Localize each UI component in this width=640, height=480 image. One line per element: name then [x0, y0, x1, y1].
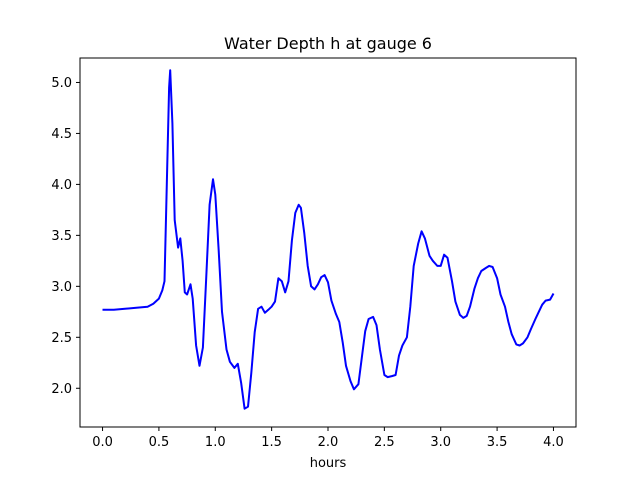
x-tick-label: 0.5	[149, 435, 170, 450]
y-tick-label: 2.0	[51, 382, 72, 397]
series-line-water-depth	[102, 69, 555, 410]
x-tick-label: 2.5	[374, 435, 395, 450]
y-tick-label: 5.0	[51, 76, 72, 91]
y-tick-label: 2.5	[51, 331, 72, 346]
x-tick-label: 1.5	[261, 435, 282, 450]
axes-frame	[79, 57, 577, 428]
x-tick-label: 3.5	[487, 435, 508, 450]
chart-title: Water Depth h at gauge 6	[224, 34, 432, 53]
plot-area: 0.0 0.5 1.0 1.5 2.0 2.5 3.0 3.5 4.0 2.0 2.5 3.0 3.5…	[51, 57, 577, 450]
y-tick-label: 4.0	[51, 178, 72, 193]
x-tick-label: 1.0	[205, 435, 226, 450]
y-tick-label: 3.5	[51, 229, 72, 244]
x-tick-label: 0.0	[92, 435, 113, 450]
y-tick-label: 3.0	[51, 280, 72, 295]
x-tick-label: 2.0	[318, 435, 339, 450]
y-tick-label: 4.5	[51, 127, 72, 142]
x-tick-label: 3.0	[430, 435, 451, 450]
x-axis-ticks: 0.0 0.5 1.0 1.5 2.0 2.5 3.0 3.5 4.0	[92, 427, 564, 450]
x-tick-label: 4.0	[543, 435, 564, 450]
y-axis-ticks: 2.0 2.5 3.0 3.5 4.0 4.5 5.0	[51, 76, 80, 397]
x-axis-label: hours	[310, 456, 347, 471]
